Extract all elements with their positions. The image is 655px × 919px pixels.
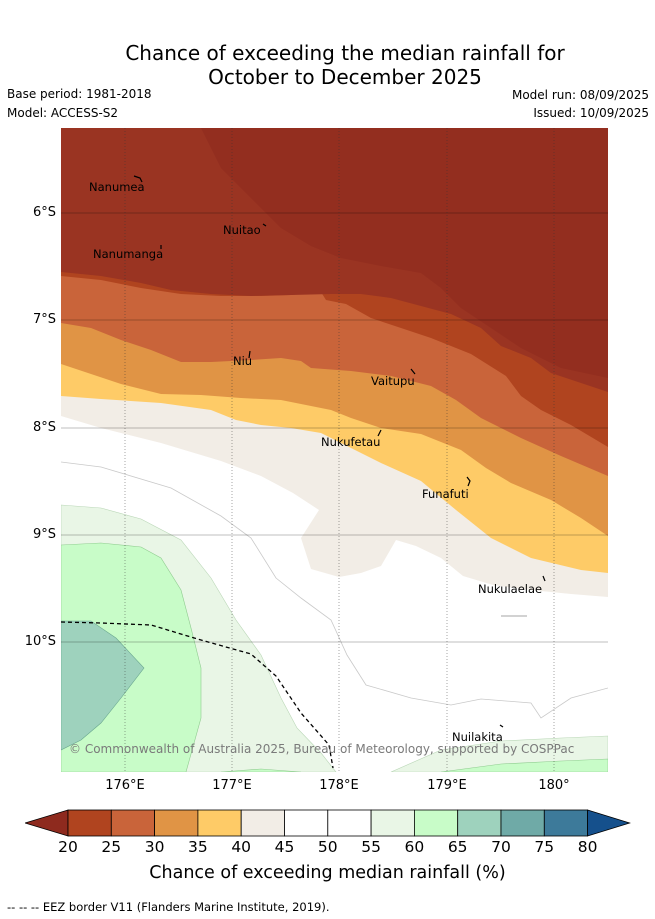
colorbar-cell (284, 809, 329, 837)
latitude-gridlines (61, 212, 608, 643)
colorbar-tick-label: 65 (447, 838, 468, 856)
issued-date: Issued: 10/09/2025 (533, 106, 649, 120)
colorbar-cell (67, 809, 112, 837)
place-label-vaitupu: Vaitupu (371, 374, 415, 388)
colorbar-cell (154, 809, 199, 837)
eez-border (61, 621, 334, 769)
colorbar-tick-label: 75 (534, 838, 555, 856)
latitude-label-9s: 9°S (32, 527, 56, 542)
contour-below-20-core (201, 128, 608, 378)
longitude-gridlines (124, 128, 555, 772)
colorbar-tick-label: 25 (101, 838, 122, 856)
colorbar-cell (370, 809, 415, 837)
place-label-nukufetau: Nukufetau (321, 435, 381, 449)
colorbar-tick-label: 50 (317, 838, 338, 856)
base-period: Base period: 1981-2018 (7, 87, 152, 101)
colorbar-tick-label: 45 (274, 838, 295, 856)
colorbar-tick-label: 30 (144, 838, 165, 856)
colorbar-cell (197, 809, 242, 837)
colorbar-cell (500, 809, 545, 837)
model-name: Model: ACCESS-S2 (7, 106, 119, 120)
colorbar-label: Chance of exceeding median rainfall (%) (149, 863, 506, 883)
colorbar-tick-label: 20 (58, 838, 78, 856)
contour-60-65-south (220, 758, 608, 772)
colorbar-cell (240, 809, 285, 837)
colorbar-cell (457, 809, 502, 837)
longitude-label-176e: 176°E (105, 778, 145, 793)
colorbar-tick-label: 60 (404, 838, 425, 856)
colorbar-arrow-high (587, 809, 631, 837)
latitude-label-7s: 7°S (32, 312, 56, 327)
eez-legend-note: -- -- -- EEZ border V11 (Flanders Marine… (7, 900, 330, 914)
colorbar-tick-label: 55 (361, 838, 381, 856)
longitude-label-180: 180° (538, 778, 570, 793)
place-label-nuilakita: Nuilakita (452, 730, 503, 744)
place-label-nanumea: Nanumea (89, 180, 145, 194)
colorbar-cell (327, 809, 372, 837)
colorbar-cell (110, 809, 156, 837)
place-label-nukulaelae: Nukulaelae (478, 582, 543, 596)
colorbar-arrow-low (25, 809, 69, 837)
island-outlines (133, 175, 546, 728)
colorbar (25, 809, 631, 837)
place-label-niu: Niu (233, 354, 253, 368)
latitude-label-10s: 10°S (24, 634, 56, 649)
colorbar-cell (543, 809, 588, 837)
longitude-label-179e: 179°E (427, 778, 467, 793)
colorbar-cell (413, 809, 459, 837)
colorbar-tick-label: 70 (491, 838, 511, 856)
contour-65-70 (61, 620, 145, 751)
map-title-line-2: October to December 2025 (208, 65, 482, 89)
rainfall-probability-map: Nanumea Nuitao Nanumanga Niu Vaitupu Nuk… (61, 128, 608, 772)
place-label-funafuti: Funafuti (422, 487, 469, 501)
contour-line-50 (61, 461, 608, 719)
copyright-notice: © Commonwealth of Australia 2025, Bureau… (69, 742, 575, 756)
colorbar-cells (25, 809, 631, 837)
colorbar-tick-label: 35 (188, 838, 208, 856)
latitude-label-8s: 8°S (32, 420, 56, 435)
place-label-nuitao: Nuitao (223, 223, 261, 237)
longitude-label-177e: 177°E (212, 778, 252, 793)
map-canvas (61, 128, 608, 772)
latitude-label-6s: 6°S (32, 205, 56, 220)
longitude-label-178e: 178°E (319, 778, 359, 793)
place-label-nanumanga: Nanumanga (93, 247, 164, 261)
model-run-date: Model run: 08/09/2025 (511, 88, 649, 102)
map-title-line-1: Chance of exceeding the median rainfall … (125, 41, 565, 65)
colorbar-tick-label: 80 (577, 838, 598, 856)
colorbar-tick-label: 40 (231, 838, 252, 856)
